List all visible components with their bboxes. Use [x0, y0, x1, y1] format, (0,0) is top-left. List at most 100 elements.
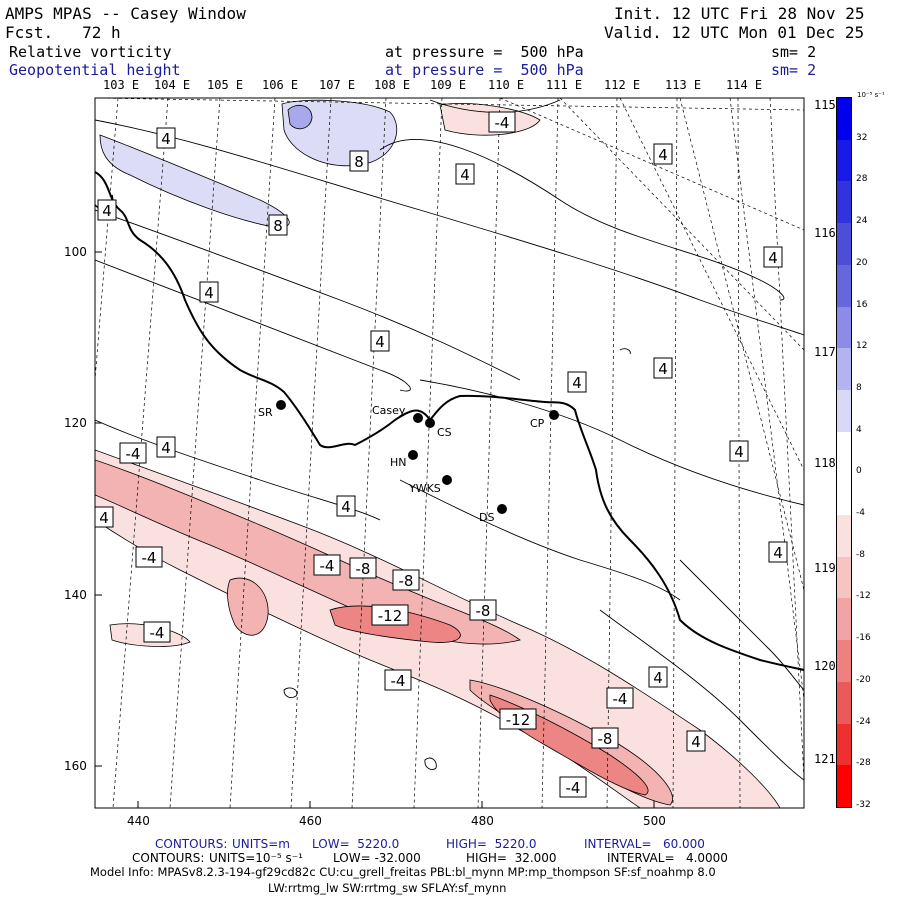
- forecast-hour: Fcst. 72 h: [5, 23, 121, 42]
- colorbar-level: -32: [856, 800, 871, 810]
- colorbar-level: -4: [856, 508, 865, 519]
- colorbar-level: -8: [856, 549, 865, 560]
- contour-label: -4: [119, 442, 147, 464]
- contour-label: -8: [591, 727, 619, 749]
- contour-label: 4: [336, 495, 356, 517]
- colorbar-swatch: [837, 98, 851, 141]
- colorbar-level: 16: [856, 299, 868, 310]
- init-time: Init. 12 UTC Fri 28 Nov 25: [614, 4, 865, 23]
- svg-text:-4: -4: [150, 624, 165, 642]
- colorbar-level: 12: [856, 341, 868, 352]
- colorbar-level: 20: [856, 257, 868, 268]
- station-cs: CS: [425, 418, 452, 439]
- colorbar-level: -24: [856, 716, 871, 727]
- colorbar-swatch: [837, 473, 851, 516]
- y-tick-label: 160: [64, 759, 87, 773]
- svg-text:-8: -8: [356, 560, 371, 578]
- contour-label: 4: [370, 330, 390, 352]
- y-tick-label: 120: [64, 416, 87, 430]
- contour-label: -4: [384, 669, 412, 691]
- svg-text:-4: -4: [142, 549, 157, 567]
- colorbar-swatch: [837, 723, 851, 766]
- lon-label: 108 E: [374, 78, 411, 92]
- colorbar-swatch: [837, 431, 851, 474]
- svg-text:4: 4: [161, 130, 171, 148]
- svg-text:DS: DS: [479, 511, 494, 524]
- svg-text:YWKS: YWKS: [408, 482, 441, 495]
- svg-text:-4: -4: [495, 114, 510, 132]
- contour-label: 4: [729, 440, 749, 462]
- contour2-interval: INTERVAL= 4.0000: [607, 851, 728, 865]
- svg-text:4: 4: [572, 374, 582, 392]
- svg-text:-4: -4: [320, 557, 335, 575]
- svg-text:4: 4: [768, 249, 778, 267]
- contour-label: 4: [97, 199, 117, 221]
- model-info: Model Info: MPASv8.2.3-194-gf29cd82c CU:…: [90, 865, 716, 879]
- station-ds: DS: [479, 504, 507, 524]
- contour-label: 4: [199, 281, 219, 303]
- svg-text:-4: -4: [391, 672, 406, 690]
- station-cp: CP: [530, 410, 559, 430]
- svg-text:-8: -8: [399, 572, 414, 590]
- contour-label: 4: [768, 541, 788, 563]
- svg-text:4: 4: [99, 509, 109, 527]
- colorbar-level: 32: [856, 132, 868, 143]
- svg-text:-12: -12: [506, 711, 531, 729]
- contour-label: 4: [763, 246, 783, 268]
- colorbar-level: 8: [856, 382, 862, 393]
- contour-label: 4: [653, 357, 673, 379]
- lon-label: 111 E: [546, 78, 583, 92]
- field-geopotential: Geopotential height: [9, 61, 181, 79]
- contour1-low: LOW= 5220.0: [312, 837, 400, 851]
- smooth-2: sm= 2: [771, 61, 817, 79]
- svg-text:-4: -4: [613, 690, 628, 708]
- colorbar-level: 28: [856, 174, 868, 185]
- station-sr: SR: [258, 400, 286, 419]
- colorbar-swatch: [837, 765, 851, 808]
- lon-label: 109 E: [430, 78, 467, 92]
- contour-label: 8: [349, 150, 369, 172]
- svg-text:8: 8: [354, 153, 364, 171]
- contour-label: 4: [455, 163, 475, 185]
- colorbar-level: -12: [856, 591, 871, 602]
- contour-label: 4: [156, 127, 176, 149]
- svg-text:-4: -4: [566, 779, 581, 797]
- smooth-1: sm= 2: [771, 43, 817, 61]
- x-tick-label: 440: [127, 814, 150, 828]
- svg-text:4: 4: [658, 146, 668, 164]
- contour-label: 4: [653, 143, 673, 165]
- colorbar-swatch: [837, 556, 851, 599]
- colorbar-swatch: [837, 181, 851, 224]
- lon-label: 114 E: [726, 78, 763, 92]
- x-tick-label: 480: [471, 814, 494, 828]
- lon-label: 112 E: [604, 78, 641, 92]
- colorbar-swatch: [837, 389, 851, 433]
- svg-text:-8: -8: [476, 602, 491, 620]
- svg-text:4: 4: [375, 333, 385, 351]
- contour1-interval: INTERVAL= 60.000: [584, 837, 705, 851]
- svg-text:-12: -12: [378, 607, 403, 625]
- colorbar-level: -28: [856, 758, 871, 769]
- contour2-prefix: CONTOURS:: [132, 851, 205, 865]
- svg-text:CP: CP: [530, 417, 545, 430]
- svg-text:SR: SR: [258, 406, 273, 419]
- colorbar-swatch: [837, 598, 851, 641]
- contour-label: -12: [371, 604, 409, 626]
- station-casey: Casey: [372, 404, 423, 423]
- lon-label: 113 E: [665, 78, 702, 92]
- contour-label: -8: [392, 569, 420, 591]
- pressure-1: at pressure = 500 hPa: [385, 43, 584, 61]
- svg-text:4: 4: [161, 439, 171, 457]
- contour-label: -8: [349, 557, 377, 579]
- svg-text:4: 4: [341, 498, 351, 516]
- lon-label: 107 E: [319, 78, 356, 92]
- x-tick-label: 460: [299, 814, 322, 828]
- x-tick-label: 500: [643, 814, 666, 828]
- svg-text:HN: HN: [390, 456, 407, 469]
- lon-label: 103 E: [103, 78, 140, 92]
- contour1-units: UNITS=m: [232, 837, 290, 851]
- svg-text:CS: CS: [437, 426, 452, 439]
- contour-label: -4: [143, 621, 171, 643]
- colorbar-level: -20: [856, 674, 871, 685]
- model-info-2: LW:rrtmg_lw SW:rrtmg_sw SFLAY:sf_mynn: [268, 881, 507, 895]
